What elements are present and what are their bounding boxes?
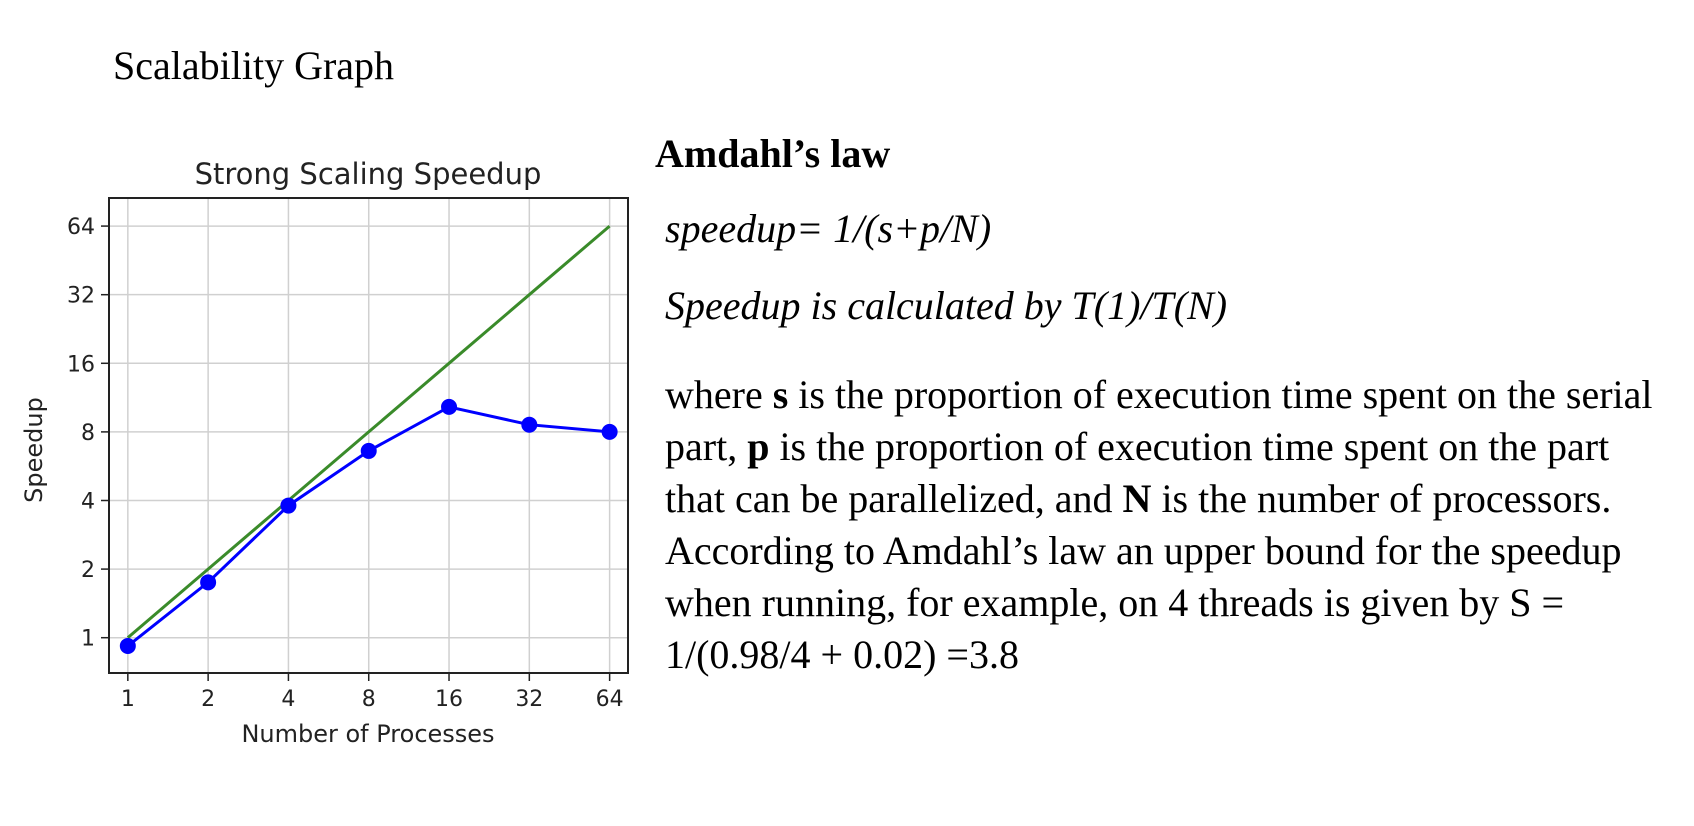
- explanation-text: is the proportion of execution time spen…: [665, 372, 1653, 469]
- chart-svg: Strong Scaling Speedup 1 2 4 8 16 32 64 1 2 4 8 16 3…: [20, 157, 629, 748]
- x-tick-label: 32: [515, 687, 543, 712]
- x-tick-label: 16: [435, 687, 463, 712]
- y-tick-label: 16: [67, 352, 95, 377]
- page-heading: Scalability Graph: [113, 43, 395, 88]
- x-tick-label: 64: [596, 687, 624, 712]
- var-s: s: [772, 372, 789, 417]
- y-tick-label: 1: [81, 627, 95, 652]
- x-tick-label: 1: [121, 687, 135, 712]
- explanation-text: is the proportion of execution time spen…: [665, 424, 1610, 521]
- speedup-point: [601, 423, 618, 440]
- speedup-point: [360, 442, 377, 459]
- explanation-text: where: [665, 372, 773, 417]
- chart-title: Strong Scaling Speedup: [195, 157, 542, 191]
- speedup-definition: Speedup is calculated by T(1)/T(N): [665, 283, 1228, 328]
- speedup-chart: Strong Scaling Speedup 1 2 4 8 16 32 64 1 2 4 8 16 3…: [0, 150, 660, 826]
- law-formula: speedup= 1/(s+p/N): [665, 206, 992, 251]
- y-tick-label: 32: [67, 284, 95, 309]
- y-tick-label: 64: [67, 215, 95, 240]
- speedup-point: [119, 637, 136, 654]
- ideal-speedup-line: [126, 224, 611, 639]
- y-tick-label: 8: [81, 421, 95, 446]
- x-axis-label: Number of Processes: [241, 720, 494, 748]
- x-tick-label: 2: [201, 687, 215, 712]
- chart-ticks: 1 2 4 8 16 32 64 1 2 4 8 16 32 64: [67, 215, 624, 712]
- speedup-point: [280, 497, 297, 514]
- y-axis-label: Speedup: [20, 397, 48, 503]
- amdahl-section: Amdahl’s law speedup= 1/(s+p/N) Speedup …: [655, 130, 1675, 681]
- law-explanation: where s is the proportion of execution t…: [665, 369, 1655, 681]
- explanation-text: is the number of processors. According t…: [665, 476, 1622, 677]
- speedup-point: [521, 416, 538, 433]
- var-n: N: [1122, 476, 1152, 521]
- x-tick-label: 4: [281, 687, 295, 712]
- x-tick-label: 8: [362, 687, 376, 712]
- var-p: p: [747, 424, 770, 469]
- y-tick-label: 4: [81, 489, 95, 514]
- chart-grid: [109, 198, 628, 673]
- speedup-point: [200, 574, 217, 591]
- law-title: Amdahl’s law: [655, 131, 891, 176]
- speedup-point: [441, 398, 458, 415]
- chart-series: [119, 224, 618, 654]
- y-tick-label: 2: [81, 558, 95, 583]
